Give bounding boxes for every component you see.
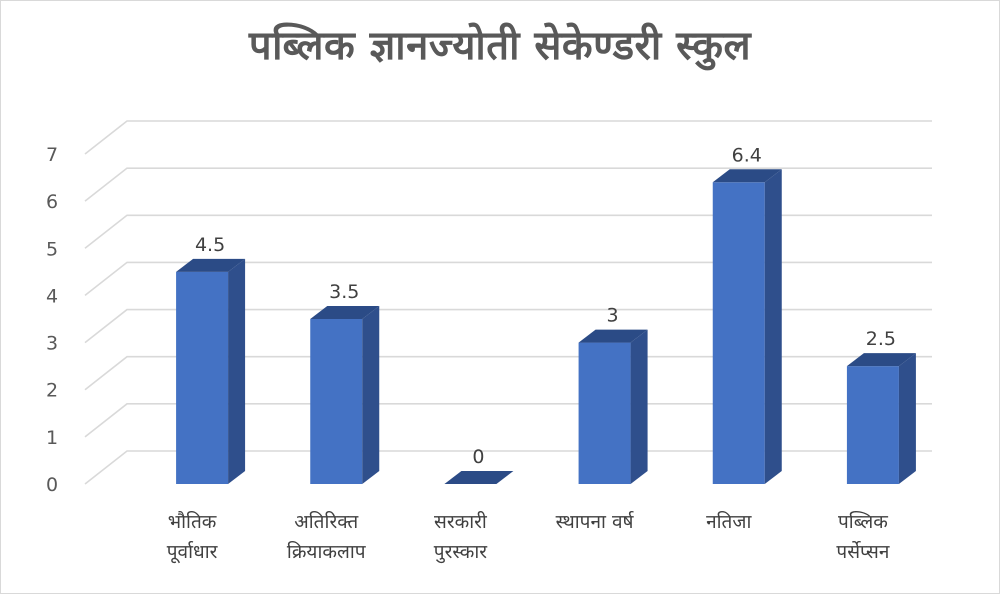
bar-top [310, 306, 380, 319]
bar-front [176, 271, 229, 484]
bar [310, 306, 380, 484]
data-label: 3.5 [329, 281, 359, 303]
y-tick-label: 4 [46, 285, 58, 307]
bar-top [176, 258, 246, 272]
gridline [84, 120, 932, 155]
gridline [84, 214, 932, 249]
gridline [84, 308, 932, 344]
y-tick-label: 3 [46, 333, 58, 355]
bar-side [898, 353, 916, 484]
bar-side [362, 306, 380, 484]
chart-title: पब्लिक ज्ञानज्योती सेकेण्डरी स्कुल [248, 23, 752, 69]
bar-front [846, 366, 899, 484]
bar-side [630, 329, 648, 484]
bar-side [764, 169, 782, 485]
data-label: 3 [607, 305, 619, 327]
y-tick-label: 2 [46, 380, 58, 402]
category-label: अतिरिक्त क्रियाकलाप [287, 510, 367, 563]
bar [444, 471, 514, 484]
gridline [84, 450, 932, 485]
bar-top [444, 471, 514, 484]
bars [176, 169, 916, 485]
bar [578, 329, 648, 484]
bar-top [712, 169, 782, 183]
gridlines [84, 120, 932, 485]
bar-front [310, 319, 363, 484]
bar [176, 258, 246, 484]
bar-top [578, 329, 648, 343]
category-label: पब्लिक पर्सेप्सन [836, 510, 889, 563]
data-label: 6.4 [732, 144, 762, 166]
y-tick-label: 0 [46, 474, 58, 496]
y-tick-label: 7 [46, 144, 58, 166]
bar-front [712, 182, 765, 485]
bar [846, 353, 916, 484]
data-labels: 4.5 3.5 0 3 6.4 2.5 [195, 144, 896, 468]
bar-front [578, 342, 631, 484]
gridline [84, 261, 932, 297]
category-label: नतिजा [706, 510, 752, 533]
gridline [84, 403, 932, 438]
bar-side [228, 258, 246, 484]
category-label: भौतिक पूर्वाधार [167, 510, 219, 564]
y-axis-ticks: 0 1 2 3 4 5 6 7 [46, 144, 58, 496]
data-label: 2.5 [866, 328, 896, 350]
gridline [84, 167, 932, 202]
category-label: स्थापना वर्ष [556, 510, 635, 533]
gridline [84, 355, 932, 391]
y-tick-label: 6 [46, 191, 58, 213]
bar-top [846, 353, 916, 367]
y-tick-label: 1 [46, 427, 58, 449]
x-axis-categories: भौतिक पूर्वाधार अतिरिक्त क्रियाकलाप सरकारी पु… [167, 510, 890, 564]
data-label: 4.5 [195, 234, 225, 256]
category-label: सरकारी पुरस्कार [434, 510, 488, 564]
bar [712, 169, 782, 485]
data-label: 0 [472, 446, 484, 468]
y-tick-label: 5 [46, 238, 58, 260]
